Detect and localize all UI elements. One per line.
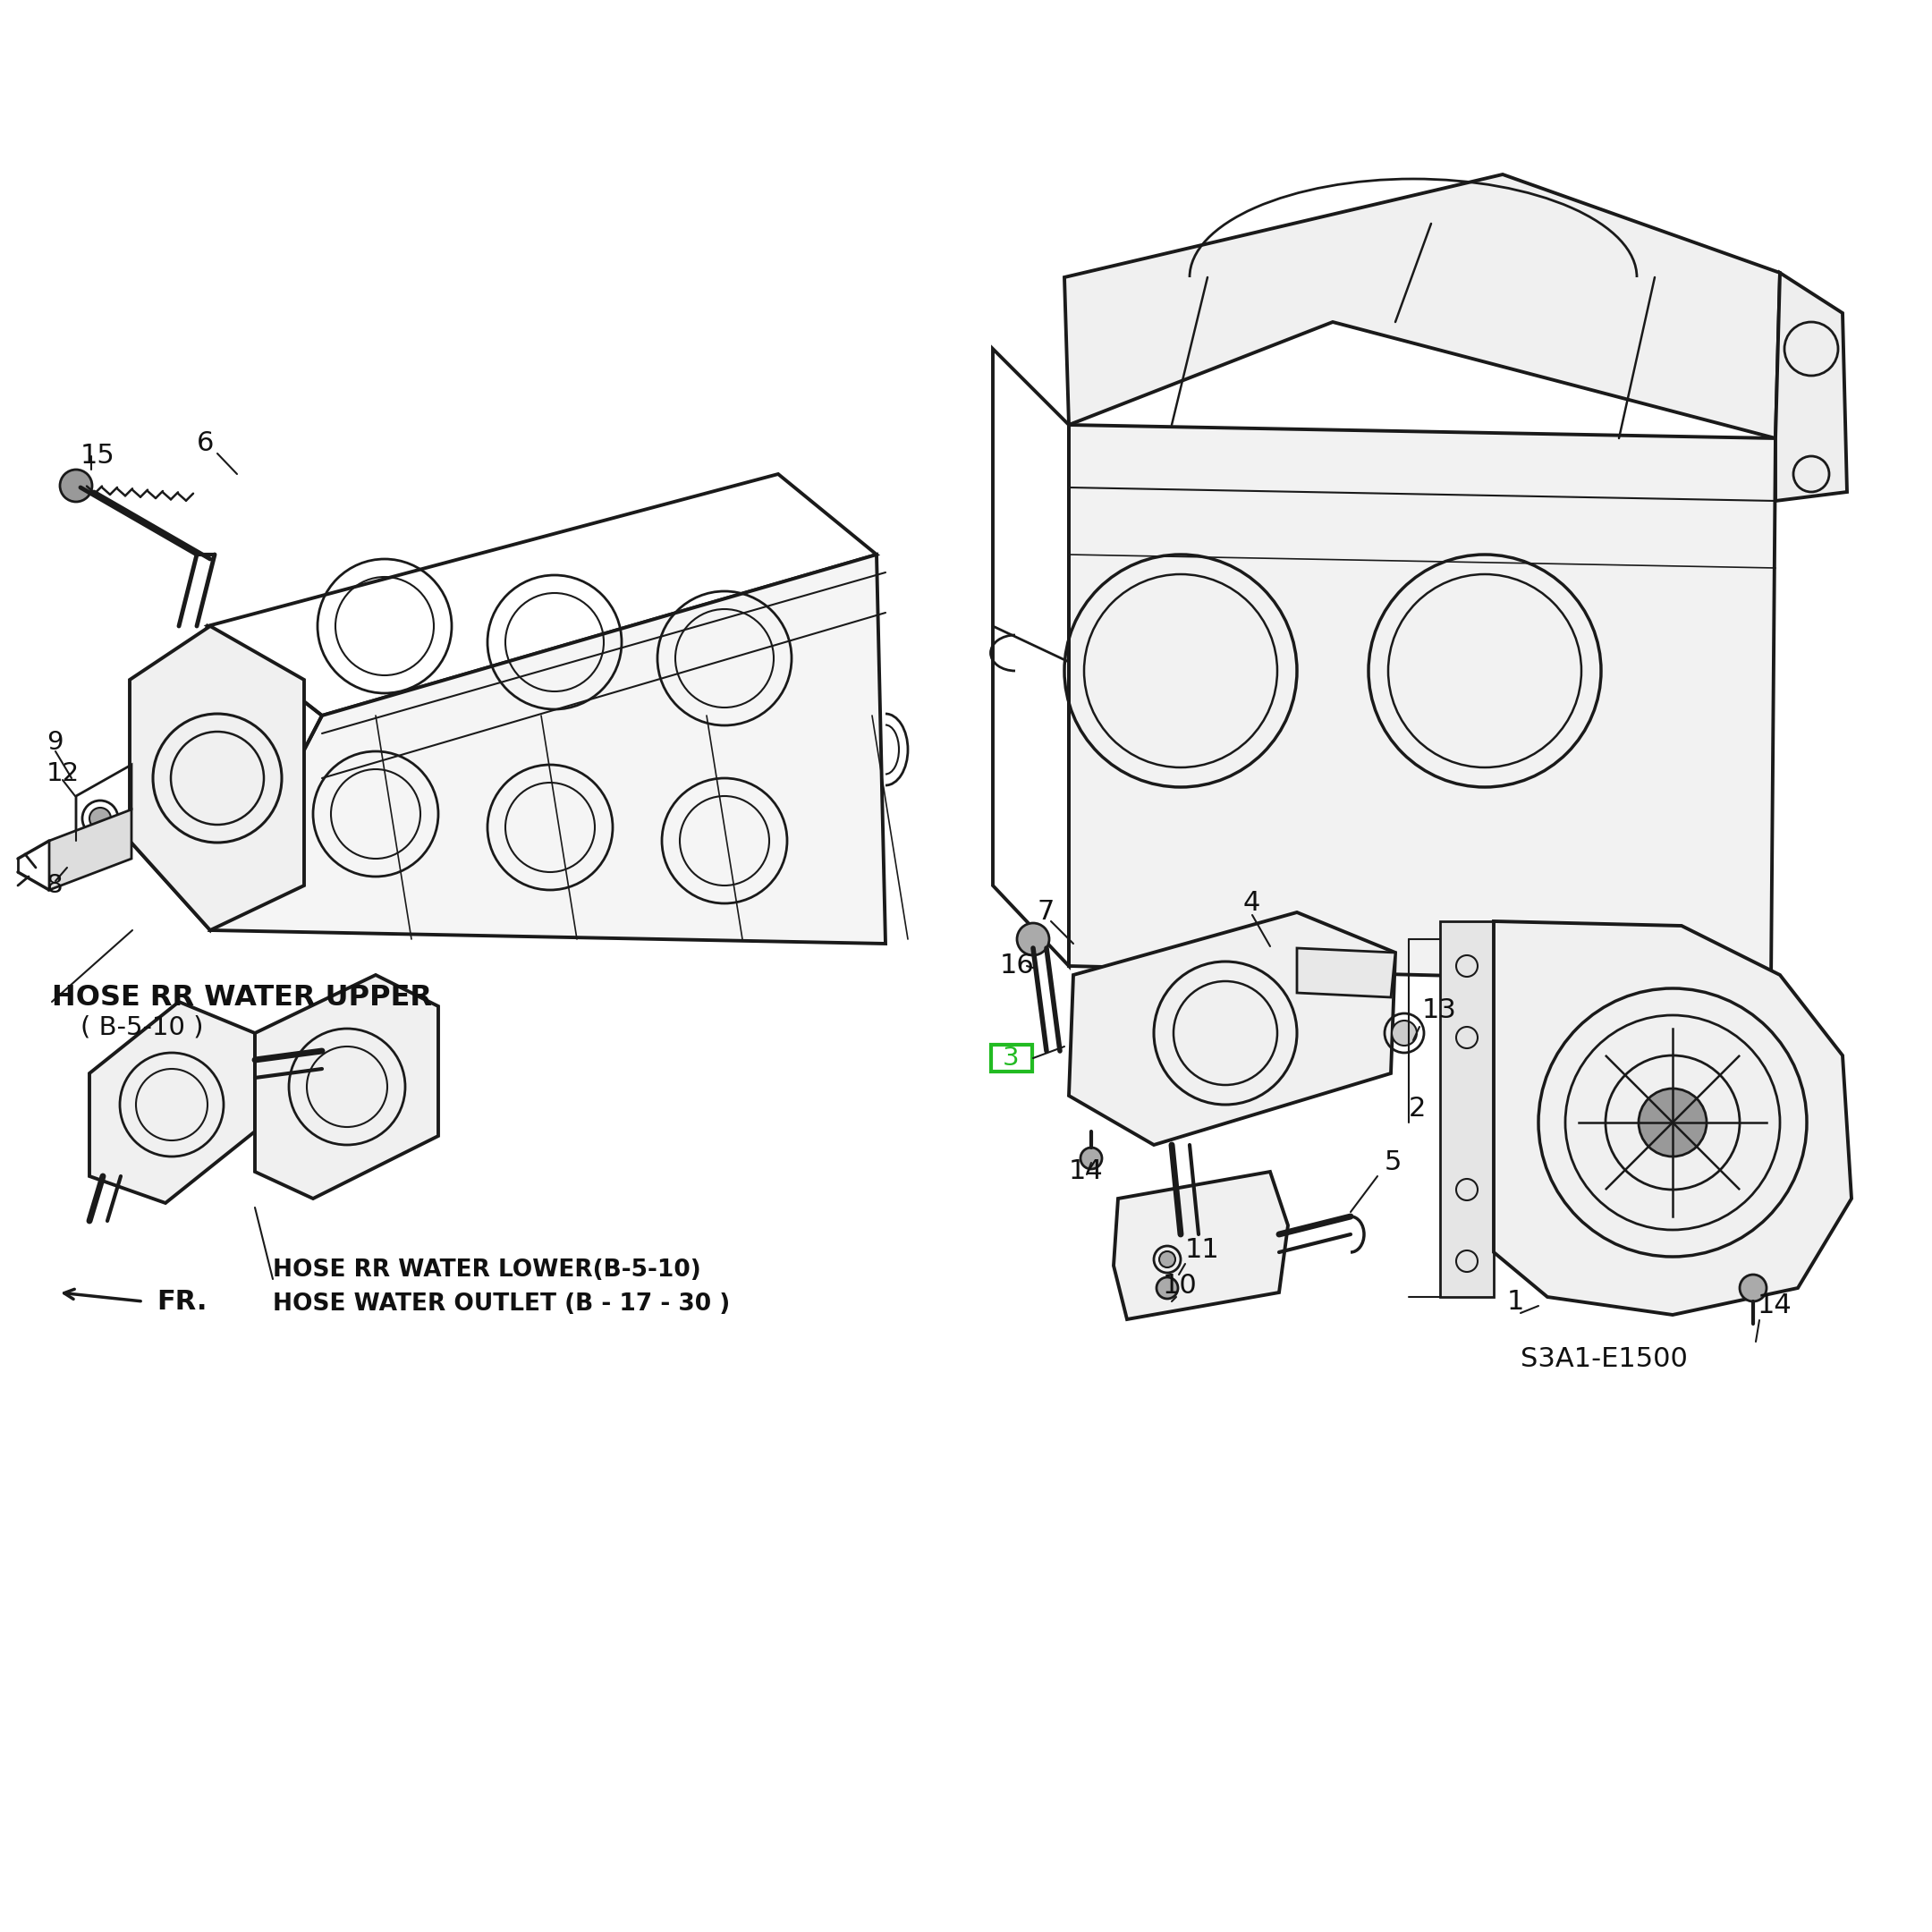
Text: FR.: FR. xyxy=(156,1289,207,1314)
Polygon shape xyxy=(1296,949,1395,997)
Text: S3A1-E1500: S3A1-E1500 xyxy=(1520,1347,1689,1372)
Polygon shape xyxy=(1493,922,1851,1316)
Text: 5: 5 xyxy=(1385,1150,1403,1177)
Text: 11: 11 xyxy=(1184,1238,1219,1264)
Text: ( B-5-10 ): ( B-5-10 ) xyxy=(81,1014,203,1039)
Text: 6: 6 xyxy=(197,429,214,456)
Circle shape xyxy=(1638,1088,1706,1157)
Text: HOSE RR WATER UPPER: HOSE RR WATER UPPER xyxy=(52,983,433,1010)
Text: 14: 14 xyxy=(1068,1159,1103,1184)
Polygon shape xyxy=(1113,1171,1289,1320)
Text: HOSE WATER OUTLET (B - 17 - 30 ): HOSE WATER OUTLET (B - 17 - 30 ) xyxy=(272,1293,730,1316)
Text: 15: 15 xyxy=(81,442,116,469)
Circle shape xyxy=(1157,1277,1179,1298)
Text: 2: 2 xyxy=(1408,1095,1426,1122)
Text: 3: 3 xyxy=(1003,1045,1018,1070)
Text: HOSE RR WATER LOWER(B-5-10): HOSE RR WATER LOWER(B-5-10) xyxy=(272,1258,701,1281)
Text: 7: 7 xyxy=(1037,900,1055,925)
Circle shape xyxy=(1080,1148,1101,1169)
Polygon shape xyxy=(1068,912,1395,1146)
Text: 8: 8 xyxy=(46,873,64,898)
Circle shape xyxy=(1739,1275,1766,1302)
Polygon shape xyxy=(1068,425,1776,983)
Text: 13: 13 xyxy=(1422,997,1457,1024)
Polygon shape xyxy=(48,810,131,891)
Polygon shape xyxy=(1439,922,1493,1296)
Circle shape xyxy=(1016,923,1049,954)
Circle shape xyxy=(89,808,110,829)
Text: 10: 10 xyxy=(1163,1273,1198,1298)
Text: 9: 9 xyxy=(46,730,64,755)
Polygon shape xyxy=(89,1003,255,1204)
Polygon shape xyxy=(1065,174,1779,439)
Circle shape xyxy=(1391,1020,1416,1045)
Polygon shape xyxy=(211,554,885,943)
Polygon shape xyxy=(1776,272,1847,500)
Text: 16: 16 xyxy=(1001,952,1036,980)
Polygon shape xyxy=(255,976,439,1198)
Text: 12: 12 xyxy=(46,761,79,786)
Polygon shape xyxy=(129,626,303,929)
Text: 1: 1 xyxy=(1507,1289,1524,1314)
Text: 4: 4 xyxy=(1244,891,1260,916)
Circle shape xyxy=(1159,1252,1175,1267)
Circle shape xyxy=(60,469,93,502)
Bar xyxy=(991,1045,1032,1072)
Text: 14: 14 xyxy=(1758,1293,1793,1320)
